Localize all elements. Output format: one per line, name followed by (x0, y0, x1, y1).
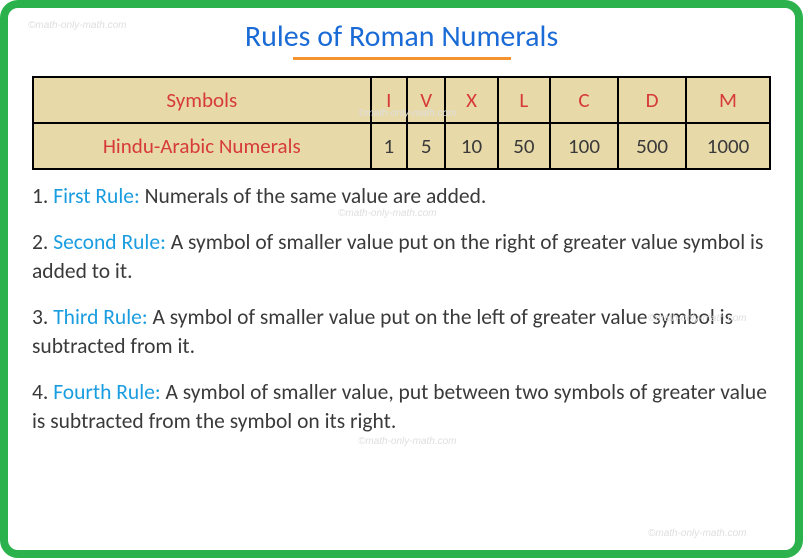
symbols-label: Symbols (33, 77, 371, 123)
value-cell: 5 (407, 123, 445, 169)
rule-item: 3. Third Rule: A symbol of smaller value… (32, 303, 771, 361)
symbol-cell: L (498, 77, 550, 123)
rule-label: Third Rule: (53, 304, 147, 330)
rule-item: 2. Second Rule: A symbol of smaller valu… (32, 228, 771, 286)
content-frame: ©math-only-math.com ©math-only-math.com … (0, 0, 803, 558)
watermark: ©math-only-math.com (358, 436, 457, 447)
rules-list: 1. First Rule: Numerals of the same valu… (32, 182, 771, 436)
value-cell: 100 (550, 123, 618, 169)
symbol-cell: X (445, 77, 497, 123)
value-cell: 1 (371, 123, 408, 169)
value-cell: 10 (445, 123, 497, 169)
rule-number: 2. (32, 229, 53, 255)
rule-number: 4. (32, 379, 53, 405)
symbol-cell: C (550, 77, 618, 123)
values-label: Hindu-Arabic Numerals (33, 123, 371, 169)
symbol-cell: M (686, 77, 770, 123)
symbol-cell: V (407, 77, 445, 123)
rule-item: 4. Fourth Rule: A symbol of smaller valu… (32, 378, 771, 436)
table-row-symbols: Symbols I V X L C D M (33, 77, 770, 123)
value-cell: 500 (618, 123, 686, 169)
value-cell: 50 (498, 123, 550, 169)
rule-label: Fourth Rule: (53, 379, 160, 405)
page-title: Rules of Roman Numerals (32, 18, 771, 55)
rule-label: First Rule: (53, 183, 140, 209)
watermark: ©math-only-math.com (648, 528, 747, 539)
numeral-table: Symbols I V X L C D M Hindu-Arabic Numer… (32, 76, 771, 170)
rule-text: Numerals of the same value are added. (140, 183, 487, 209)
symbol-cell: I (371, 77, 408, 123)
rule-label: Second Rule: (53, 229, 166, 255)
table-row-values: Hindu-Arabic Numerals 1 5 10 50 100 500 … (33, 123, 770, 169)
rule-item: 1. First Rule: Numerals of the same valu… (32, 182, 771, 211)
symbol-cell: D (618, 77, 686, 123)
rule-number: 3. (32, 304, 53, 330)
value-cell: 1000 (686, 123, 770, 169)
title-underline (293, 57, 511, 60)
rule-number: 1. (32, 183, 53, 209)
